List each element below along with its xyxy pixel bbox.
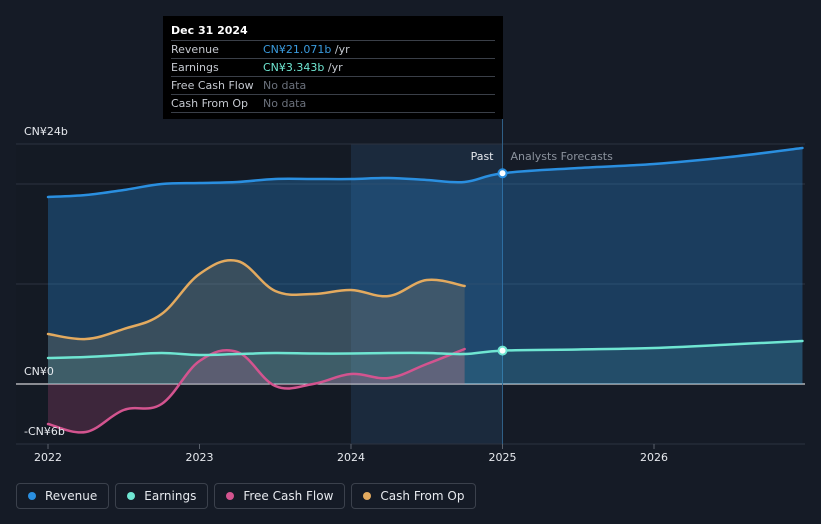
x-tick-label: 2022: [34, 451, 62, 464]
cash-from-op-line: [46, 259, 466, 341]
past-label: Past: [471, 150, 495, 163]
tooltip-earnings-value: CN¥3.343b /yr: [263, 59, 343, 76]
legend-item-free-cash-flow[interactable]: Free Cash Flow: [214, 483, 346, 509]
tooltip-label: Cash From Op: [171, 97, 249, 110]
tooltip-row-cash-from-op: Cash From Op No data: [171, 95, 495, 113]
legend-item-earnings[interactable]: Earnings: [115, 483, 209, 509]
x-tick-label: 2025: [489, 451, 517, 464]
tooltip-revenue-value: CN¥21.071b /yr: [263, 41, 350, 58]
tooltip-unit: /yr: [324, 61, 343, 74]
tooltip-row-earnings: Earnings CN¥3.343b /yr: [171, 59, 495, 77]
earnings-line: [46, 339, 804, 360]
y-tick-label: CN¥24b: [24, 125, 68, 138]
legend-item-revenue[interactable]: Revenue: [16, 483, 110, 509]
tooltip-label: Revenue: [171, 43, 219, 56]
revenue-line: [46, 146, 804, 199]
revenue-marker: [497, 168, 508, 179]
earnings-marker: [497, 345, 508, 356]
free-cash-flow-area: [48, 349, 465, 433]
earnings-area: [48, 341, 803, 384]
x-tick-label: 2026: [640, 451, 668, 464]
legend-dot-icon: [127, 492, 136, 500]
tooltip-value: CN¥21.071b: [263, 43, 332, 56]
legend-dot-icon: [226, 492, 235, 500]
tooltip-date: Dec 31 2024: [171, 24, 495, 41]
tooltip-label: Free Cash Flow: [171, 79, 254, 92]
revenue-area: [48, 148, 803, 384]
legend-item-cash-from-op[interactable]: Cash From Op: [351, 483, 477, 509]
x-tick-label: 2024: [337, 451, 365, 464]
y-tick-label: CN¥0: [24, 365, 54, 378]
free-cash-flow-line: [46, 347, 466, 434]
tooltip-value: No data: [263, 79, 307, 92]
x-tick-label: 2023: [186, 451, 214, 464]
legend-label: Earnings: [144, 489, 197, 503]
tooltip-row-free-cash-flow: Free Cash Flow No data: [171, 77, 495, 95]
legend-dot-icon: [363, 492, 372, 500]
forecast-label: Analysts Forecasts: [511, 150, 614, 163]
legend-label: Free Cash Flow: [243, 489, 334, 503]
data-tooltip: Dec 31 2024 Revenue CN¥21.071b /yr Earni…: [163, 16, 503, 119]
y-tick-label: -CN¥6b: [24, 425, 65, 438]
chart-legend: Revenue Earnings Free Cash Flow Cash Fro…: [16, 483, 477, 509]
legend-dot-icon: [28, 492, 36, 500]
tooltip-row-revenue: Revenue CN¥21.071b /yr: [171, 41, 495, 59]
tooltip-unit: /yr: [331, 43, 350, 56]
tooltip-value: CN¥3.343b: [263, 61, 325, 74]
tooltip-label: Earnings: [171, 61, 219, 74]
legend-label: Cash From Op: [380, 489, 465, 503]
legend-label: Revenue: [45, 489, 98, 503]
tooltip-value: No data: [263, 97, 307, 110]
